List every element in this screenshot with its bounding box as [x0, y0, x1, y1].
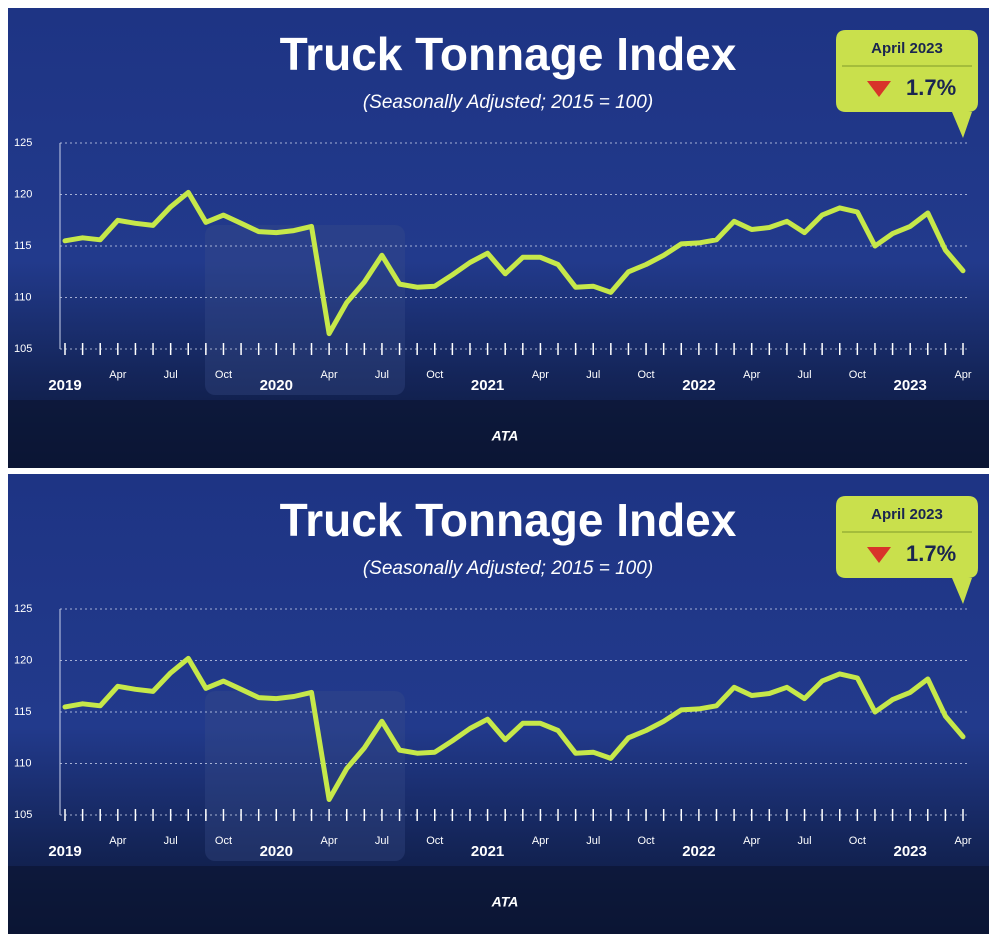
x-tick-label: Jul: [797, 369, 811, 381]
x-tick-label: Oct: [426, 835, 443, 847]
x-tick-label: Oct: [849, 835, 866, 847]
y-tick-label: 115: [14, 706, 32, 718]
x-tick-label: 2021: [471, 843, 504, 860]
x-tick-label: Jul: [375, 835, 389, 847]
y-tick-label: 125: [14, 137, 32, 149]
logo: ATA: [491, 428, 519, 444]
x-tick-label: Oct: [637, 369, 654, 381]
y-tick-label: 125: [14, 603, 32, 615]
x-tick-label: Apr: [954, 835, 971, 847]
y-tick-label: 110: [14, 757, 32, 769]
y-tick-label: 120: [14, 188, 32, 200]
y-tick-label: 120: [14, 654, 32, 666]
y-tick-label: 110: [14, 291, 32, 303]
x-tick-label: Oct: [215, 835, 232, 847]
chart-title: Truck Tonnage Index: [280, 28, 737, 80]
x-tick-label: Apr: [109, 369, 126, 381]
x-tick-label: Apr: [954, 369, 971, 381]
x-tick-label: Jul: [797, 835, 811, 847]
panel-background: [8, 8, 989, 468]
x-tick-label: Oct: [637, 835, 654, 847]
x-tick-label: 2021: [471, 377, 504, 394]
x-tick-label: Oct: [426, 369, 443, 381]
callout-title: April 2023: [871, 40, 943, 57]
x-tick-label: 2022: [682, 377, 715, 394]
x-tick-label: Apr: [321, 835, 338, 847]
x-tick-label: 2023: [893, 377, 926, 394]
chart-subtitle: (Seasonally Adjusted; 2015 = 100): [363, 92, 653, 113]
x-tick-label: Jul: [375, 369, 389, 381]
data-line: [62, 655, 966, 802]
y-tick-label: 105: [14, 809, 32, 821]
x-tick-label: Jul: [164, 369, 178, 381]
callout-value: 1.7%: [906, 75, 956, 100]
x-tick-label: 2023: [893, 843, 926, 860]
chart-title: Truck Tonnage Index: [280, 494, 737, 546]
logo: ATA: [491, 894, 519, 910]
x-tick-label: Jul: [586, 835, 600, 847]
callout-value: 1.7%: [906, 541, 956, 566]
data-line: [62, 189, 966, 337]
road: [8, 400, 989, 468]
chart-subtitle: (Seasonally Adjusted; 2015 = 100): [363, 558, 653, 579]
panel-background: [8, 474, 989, 934]
x-tick-label: 2019: [48, 843, 81, 860]
x-tick-label: 2020: [260, 843, 293, 860]
x-tick-label: Apr: [532, 835, 549, 847]
down-arrow: [867, 81, 891, 97]
callout-box: [836, 30, 978, 138]
x-tick-label: 2022: [682, 843, 715, 860]
x-tick-label: Jul: [164, 835, 178, 847]
x-tick-label: Apr: [532, 369, 549, 381]
road: [8, 866, 989, 934]
x-tick-label: Apr: [321, 369, 338, 381]
down-arrow: [867, 547, 891, 563]
x-tick-label: 2020: [260, 377, 293, 394]
callout-title: April 2023: [871, 506, 943, 523]
truck-shape: [205, 225, 405, 395]
callout-box: [836, 496, 978, 604]
x-tick-label: Oct: [849, 369, 866, 381]
x-tick-label: Jul: [586, 369, 600, 381]
x-tick-label: Oct: [215, 369, 232, 381]
x-tick-label: 2019: [48, 377, 81, 394]
truck-shape: [205, 691, 405, 861]
y-tick-label: 115: [14, 240, 32, 252]
x-tick-label: Apr: [743, 369, 760, 381]
x-tick-label: Apr: [743, 835, 760, 847]
x-tick-label: Apr: [109, 835, 126, 847]
y-tick-label: 105: [14, 343, 32, 355]
